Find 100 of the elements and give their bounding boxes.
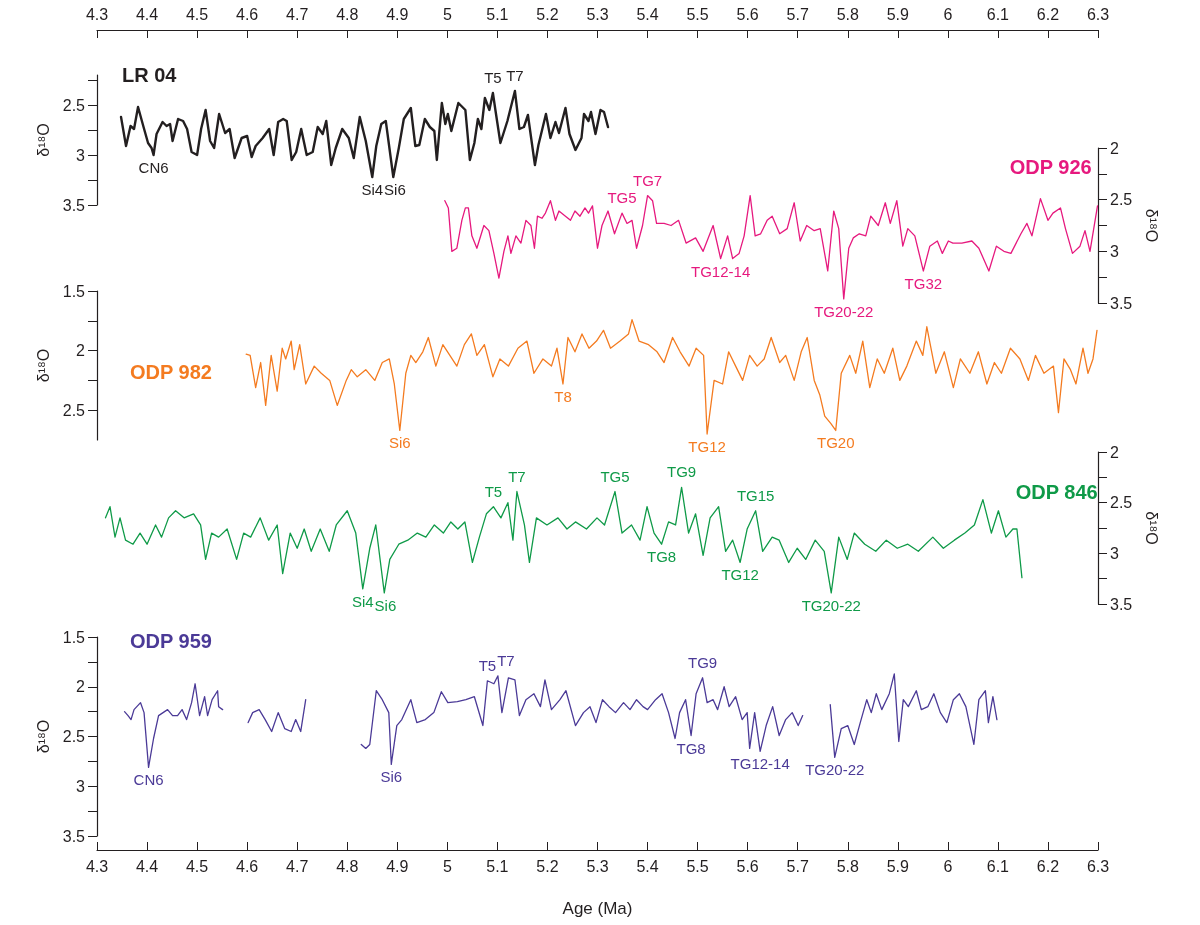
x-tick-label: 5 — [442, 5, 452, 23]
annotation: TG9 — [688, 653, 718, 671]
annotation: TG20-22 — [801, 596, 861, 614]
annotation: TG20-22 — [814, 302, 874, 320]
y-tick-label: 3.5 — [1110, 595, 1133, 613]
y-tick-label: 1.5 — [62, 282, 86, 300]
annotation: Si6 — [380, 768, 403, 786]
x-tick-label: 4.6 — [236, 857, 259, 875]
y-tick-label: 1.5 — [62, 628, 86, 646]
x-tick-label: 6.1 — [986, 5, 1010, 23]
x-tick-label: 5.6 — [736, 5, 759, 23]
y-tick-label: 2 — [1110, 443, 1119, 461]
chart-title: ODP 959 — [130, 630, 212, 652]
annotation: T7 — [497, 651, 515, 669]
x-tick-label: 4.4 — [135, 857, 159, 875]
x-tick-label: 4.3 — [85, 857, 109, 875]
x-tick-label: 4.7 — [286, 857, 309, 875]
annotation: Si6 — [388, 434, 411, 452]
annotation: T7 — [508, 467, 526, 485]
y-tick-label: 2.5 — [62, 96, 86, 114]
x-tick-label: 5.8 — [836, 5, 859, 23]
x-tick-label: 6 — [943, 857, 953, 875]
y-tick-label: 3.5 — [62, 827, 86, 845]
x-tick-label: 4.5 — [185, 5, 209, 23]
annotation: TG9 — [667, 463, 697, 481]
y-tick-label: 3 — [76, 777, 86, 795]
x-tick-label: 5.9 — [886, 857, 910, 875]
annotation: CN6 — [138, 159, 169, 176]
annotation: TG12 — [721, 566, 759, 584]
x-tick-label: 5.1 — [486, 5, 509, 23]
x-tick-label: 4.6 — [236, 5, 259, 23]
line-series — [444, 194, 1099, 300]
y-tick-label: 3.5 — [1110, 294, 1133, 312]
x-tick-label: 5.4 — [636, 857, 659, 875]
annotation: T8 — [554, 387, 572, 405]
annotation: TG15 — [736, 486, 775, 504]
chart-title: ODP 926 — [1009, 156, 1092, 178]
annotation: TG12-14 — [691, 262, 751, 280]
x-tick-label: 4.5 — [185, 857, 209, 875]
y-tick-label: 2 — [1110, 139, 1119, 157]
x-tick-label: 6.2 — [1036, 857, 1060, 875]
x-tick-label: 5.8 — [836, 857, 859, 875]
x-tick-label: 5.9 — [886, 5, 910, 23]
x-tick-label: 5.3 — [586, 5, 609, 23]
annotation: TG12-14 — [730, 755, 790, 773]
annotation: Si6 — [384, 181, 406, 198]
x-tick-label: 5.7 — [786, 5, 809, 23]
x-tick-label: 4.3 — [85, 5, 109, 23]
line-series — [119, 89, 610, 179]
annotation: TG5 — [607, 189, 637, 207]
x-tick-label: 5.5 — [686, 857, 709, 875]
line-series — [245, 318, 1098, 435]
y-tick-label: 2 — [76, 678, 86, 696]
y-tick-label: 3 — [76, 146, 86, 164]
x-tick-label: 5.4 — [636, 5, 659, 23]
y-tick-label: 2.5 — [1110, 494, 1133, 512]
x-tick-label: 5.7 — [786, 857, 809, 875]
annotation: TG8 — [676, 739, 706, 757]
x-tick-label: 4.8 — [336, 5, 359, 23]
annotation: TG7 — [632, 171, 663, 189]
x-tick-label: 6.1 — [986, 857, 1010, 875]
x-tick-label: 5.1 — [486, 857, 509, 875]
x-tick-label: 4.9 — [386, 857, 409, 875]
annotation: Si4 — [361, 181, 384, 198]
x-tick-label: 5.2 — [536, 5, 559, 23]
x-tick-label: 4.7 — [286, 5, 309, 23]
annotation: Si6 — [374, 596, 397, 614]
x-tick-label: 4.4 — [135, 5, 159, 23]
annotation: T7 — [506, 67, 524, 84]
text: ODP 846 — [1015, 481, 1098, 503]
x-tick-label: 6.2 — [1036, 5, 1060, 23]
x-axis-title: Age (Ma) — [562, 899, 633, 918]
annotation: TG20-22 — [805, 761, 865, 779]
annotation: T5 — [478, 656, 497, 674]
x-tick-label: 5.2 — [536, 857, 559, 875]
y-tick-label: 2.5 — [1110, 191, 1133, 209]
annotation: T5 — [484, 69, 502, 86]
annotation: TG32 — [904, 274, 943, 292]
x-tick-label: 5.3 — [586, 857, 609, 875]
text: ODP 982 — [130, 361, 212, 383]
x-tick-label: 4.9 — [386, 5, 409, 23]
y-axis-title: δ¹⁸O — [1142, 208, 1160, 243]
annotation: T5 — [484, 482, 503, 500]
chart-title: LR 04 — [122, 64, 178, 86]
x-tick-label: 4.8 — [336, 857, 359, 875]
x-tick-label: 5.6 — [736, 857, 759, 875]
annotation: Si4 — [351, 592, 374, 610]
x-tick-label: 6.3 — [1086, 5, 1110, 23]
x-tick-label: 6.3 — [1086, 857, 1110, 875]
annotation: TG5 — [600, 467, 630, 485]
y-axis-title: δ¹⁸O — [35, 719, 53, 754]
x-tick-label: 6 — [943, 5, 953, 23]
y-axis-title: δ¹⁸O — [1142, 511, 1160, 545]
y-tick-label: 2 — [76, 342, 86, 360]
y-tick-label: 3 — [1110, 242, 1119, 260]
annotation: TG20 — [816, 434, 855, 452]
y-tick-label: 2.5 — [62, 401, 86, 419]
x-tick-label: 5.5 — [686, 5, 709, 23]
x-tick-label: 5 — [442, 857, 452, 875]
y-tick-label: 3 — [1110, 544, 1119, 562]
